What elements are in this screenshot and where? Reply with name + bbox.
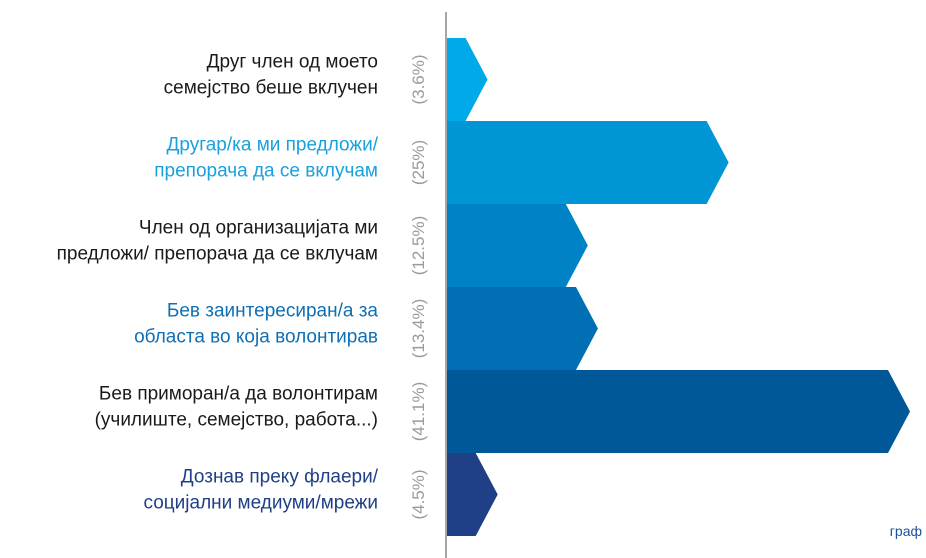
percentage-labels-group: (3.6%) (25%) (12.5%) (13.4%) (41.1%) (4.5%) — [409, 54, 428, 519]
bars-group — [447, 38, 910, 536]
value-label-6: (4.5%) — [409, 469, 428, 519]
value-label-2: (25%) — [409, 140, 428, 185]
bar-5 — [447, 370, 910, 453]
bar-2 — [447, 121, 729, 204]
bar-4 — [447, 287, 598, 370]
category-label-4: Бев заинтересиран/а за областа во која во… — [134, 301, 378, 348]
value-label-5: (41.1%) — [409, 382, 428, 442]
value-label-1: (3.6%) — [409, 54, 428, 104]
bar-3 — [447, 204, 588, 287]
value-label-4: (13.4%) — [409, 299, 428, 359]
category-label-6: Дознав преку флаери/социјални медиуми/мр… — [144, 467, 379, 514]
category-label-5: Бев приморан/а да волонтирам (училиште, с… — [95, 384, 378, 431]
bar-1 — [447, 38, 488, 121]
category-label-1: Друг член од моето семејство беше вклучен — [164, 52, 378, 99]
footer-label: граф — [890, 523, 922, 539]
category-label-3: Член од организацијата ми предложи/ препо… — [57, 218, 378, 265]
category-labels-group: Друг член од моето семејство беше вклучен… — [57, 52, 379, 514]
value-label-3: (12.5%) — [409, 216, 428, 276]
bar-6 — [447, 453, 498, 536]
category-label-2: Другар/ка ми предложи/препорача да се вк… — [154, 135, 378, 182]
